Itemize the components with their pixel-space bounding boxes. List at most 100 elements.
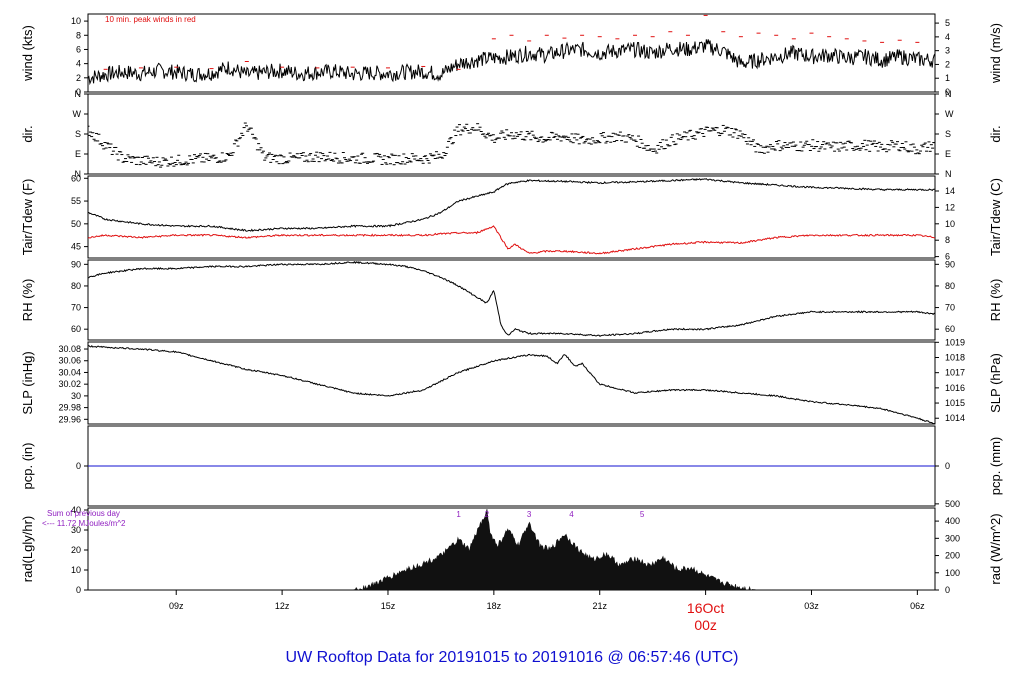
y-tick-label: 2: [76, 73, 81, 83]
y-axis-label-right: dir.: [988, 125, 1003, 142]
y-tick-label: 60: [71, 173, 81, 183]
y-tick-label: 60: [71, 324, 81, 334]
y-tick-label-right: 1018: [945, 352, 965, 362]
radiation-area: [88, 509, 935, 590]
y-tick-label-right: 6: [945, 252, 950, 262]
y-tick-label: 10: [71, 565, 81, 575]
y-tick-label: 8: [76, 30, 81, 40]
panel-temp: 45 50 55 60 6 8 10 12 14 Tair/Tdew (F) Tair/Tdew (…: [20, 173, 1003, 261]
y-tick-label-right: 1017: [945, 368, 965, 378]
y-axis-label: Tair/Tdew (F): [20, 179, 35, 256]
y-tick-label-right: N: [945, 169, 952, 179]
y-tick-label-right: 1016: [945, 383, 965, 393]
y-tick-label: 0: [76, 585, 81, 595]
y-tick-label: 29.96: [58, 414, 81, 424]
y-tick-label: N: [75, 169, 82, 179]
wind-annotation: 10 min. peak winds in red: [105, 15, 196, 24]
y-tick-label-right: 4: [945, 32, 950, 42]
y-tick-label-right: W: [945, 109, 954, 119]
panel-rh: 60 70 80 90 60 70 80 90 RH (%) RH (%): [20, 259, 1003, 341]
y-tick-label: 45: [71, 242, 81, 252]
y-tick-label: E: [75, 149, 81, 159]
y-tick-label: 30.08: [58, 344, 81, 354]
panel-body: [88, 345, 935, 424]
x-tick-label: 03z: [804, 601, 819, 611]
y-tick-label-right: 3: [945, 46, 950, 56]
y-tick-label-right: 0: [945, 461, 950, 471]
panel-body: [88, 509, 935, 590]
panel-pcp: 0 0 pcp. (in) pcp. (mm): [20, 425, 1003, 507]
y-axis-label: SLP (inHg): [20, 351, 35, 414]
y-tick-label-right: 14: [945, 186, 955, 196]
rad-marker-5: 5: [640, 510, 645, 519]
y-tick-label-right: 90: [945, 259, 955, 269]
series-line-tair: [88, 178, 935, 232]
rad-marker-1: 1: [456, 510, 461, 519]
y-tick-label: 90: [71, 259, 81, 269]
y-axis-label-right: pcp. (mm): [988, 437, 1003, 496]
y-tick-label-right: 10: [945, 219, 955, 229]
x-tick-label: 15z: [381, 601, 396, 611]
y-tick-label-right: 500: [945, 499, 960, 509]
y-tick-label-right: 12: [945, 202, 955, 212]
y-axis-label-right: wind (m/s): [988, 23, 1003, 84]
y-tick-label: 20: [71, 545, 81, 555]
rad-marker-2: 2: [485, 510, 490, 519]
y-tick-label-right: 1: [945, 73, 950, 83]
y-axis-label: pcp. (in): [20, 443, 35, 490]
y-tick-label-right: 1015: [945, 398, 965, 408]
rad-annotation-line2: <--- 11.72 MJoules/m^2: [42, 519, 126, 528]
panel-body: [88, 178, 935, 255]
y-tick-label: 55: [71, 196, 81, 206]
y-tick-label-right: 0: [945, 585, 950, 595]
panel-body: [88, 14, 935, 86]
panel-body: [88, 122, 935, 168]
panel-frame: [87, 175, 936, 259]
y-tick-label: 50: [71, 219, 81, 229]
y-tick-label-right: 60: [945, 324, 955, 334]
y-tick-label: 30.04: [58, 367, 81, 377]
chart-title: UW Rooftop Data for 20191015 to 20191016…: [285, 649, 739, 666]
y-tick-label: 0: [76, 461, 81, 471]
series-line: [88, 260, 935, 337]
y-tick-label-right: E: [945, 149, 951, 159]
y-axis-label-right: SLP (hPa): [988, 353, 1003, 413]
y-tick-label-right: 300: [945, 533, 960, 543]
y-tick-label-right: 400: [945, 516, 960, 526]
y-tick-label-right: 100: [945, 568, 960, 578]
y-tick-label-right: 5: [945, 18, 950, 28]
y-axis-label-right: RH (%): [988, 279, 1003, 322]
y-tick-label: 0: [76, 87, 81, 97]
y-tick-label-right: 70: [945, 303, 955, 313]
date-marker-label: 16Oct: [687, 600, 724, 616]
y-tick-label: 30.06: [58, 356, 81, 366]
panel-frame: [87, 341, 936, 425]
series-line-tdew: [88, 225, 935, 255]
panel-frame: [87, 13, 936, 93]
y-tick-label: 40: [71, 505, 81, 515]
y-tick-label-right: 2: [945, 59, 950, 69]
y-tick-label: 30: [71, 525, 81, 535]
x-tick-label: 06z: [910, 601, 925, 611]
y-tick-label: W: [73, 109, 82, 119]
y-axis-label: rad(Lgly/hr): [20, 516, 35, 582]
y-tick-label-right: S: [945, 129, 951, 139]
y-tick-label: N: [75, 89, 82, 99]
panel-wind: 0 2 4 6 8 10 0 1 2 3 4 5 wind (kts) wind (m/s) 10 min.…: [20, 13, 1003, 97]
y-tick-label-right: N: [945, 89, 952, 99]
y-tick-label: 30.02: [58, 379, 81, 389]
y-tick-label-right: 200: [945, 551, 960, 561]
y-tick-label: 4: [76, 59, 81, 69]
y-tick-label: 30: [71, 391, 81, 401]
y-tick-label-right: 8: [945, 235, 950, 245]
y-tick-label: 29.98: [58, 403, 81, 413]
panel-frame: [87, 93, 936, 175]
y-tick-label-right: 80: [945, 281, 955, 291]
y-axis-label: RH (%): [20, 279, 35, 322]
y-tick-label: S: [75, 129, 81, 139]
rad-marker-3: 3: [527, 510, 532, 519]
